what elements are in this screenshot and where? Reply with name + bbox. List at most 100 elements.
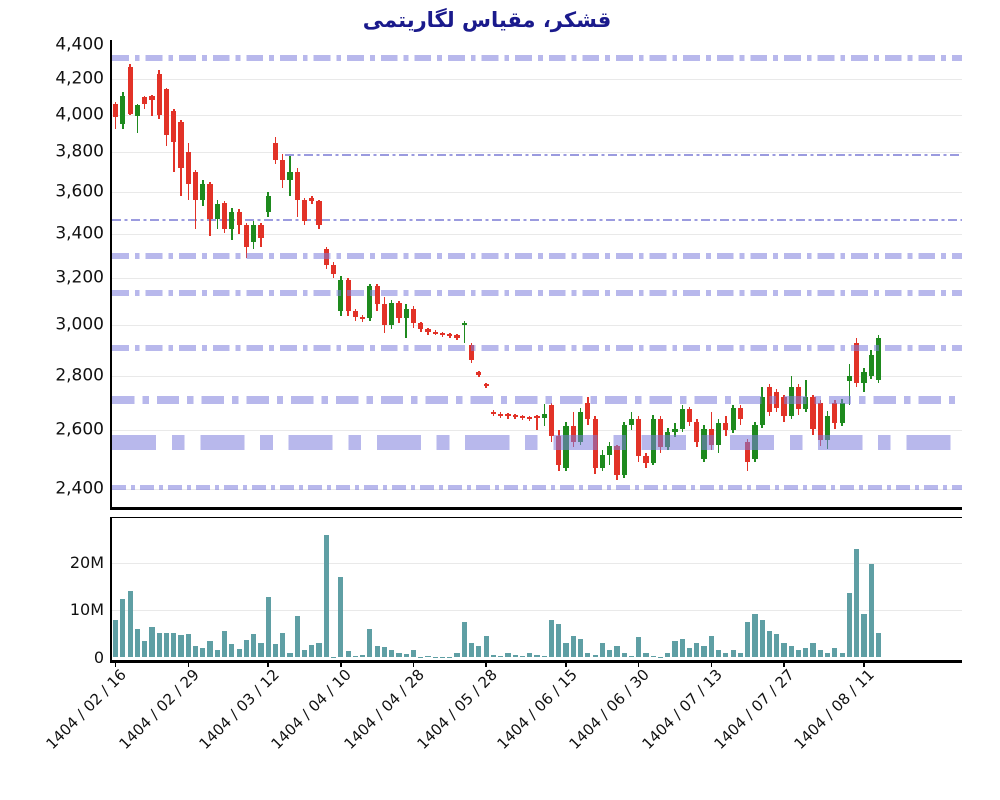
volume-bar <box>389 650 395 658</box>
volume-bar <box>505 652 511 658</box>
volume-bar <box>875 633 882 658</box>
volume-bar <box>708 636 714 658</box>
volume-bar <box>577 638 584 658</box>
candle-body <box>156 74 162 115</box>
price-gridline <box>112 376 962 377</box>
x-tick-mark <box>187 663 190 667</box>
volume-bar <box>214 650 220 658</box>
volume-bar <box>142 640 148 658</box>
volume-bar <box>265 597 271 658</box>
volume-bar <box>527 652 533 658</box>
volume-bar <box>723 652 729 658</box>
candle-body <box>548 405 555 436</box>
support-resistance-band <box>112 484 962 490</box>
volume-bottom-spine <box>109 660 962 663</box>
candle-body <box>512 414 518 417</box>
candle-body <box>854 342 860 383</box>
candle-body <box>200 183 206 200</box>
volume-bar <box>585 652 591 658</box>
volume-bar <box>766 631 773 658</box>
candle-body <box>694 421 700 442</box>
candle-body <box>214 204 220 219</box>
price-tick-label: 3,400 <box>55 223 104 244</box>
price-left-spine <box>109 40 112 510</box>
volume-bar <box>824 652 831 658</box>
candle-body <box>723 423 729 431</box>
candle-body <box>120 95 126 124</box>
candle-body <box>410 308 417 323</box>
candle-body <box>657 419 664 448</box>
x-tick-label: 1404 / 07 / 27 <box>710 665 799 753</box>
support-resistance-band <box>112 290 962 297</box>
volume-bar <box>149 626 155 658</box>
candle-body <box>817 402 823 441</box>
candle-body <box>461 322 467 326</box>
volume-tick-label: 0 <box>93 647 104 667</box>
candle-body <box>265 195 271 213</box>
volume-bar <box>737 652 743 658</box>
support-resistance-band <box>112 344 962 351</box>
volume-bar <box>330 656 337 658</box>
volume-bar <box>236 648 242 658</box>
candle-body <box>519 416 526 419</box>
candle-body <box>846 376 852 382</box>
volume-bar <box>280 632 286 658</box>
volume-bar <box>759 619 765 658</box>
volume-bar <box>817 650 823 658</box>
volume-bar <box>752 613 758 658</box>
volume-bar <box>251 633 257 658</box>
volume-bar <box>309 644 315 658</box>
price-tick-label: 3,200 <box>55 267 104 288</box>
x-tick-label: 1404 / 08 / 11 <box>790 665 879 753</box>
volume-bar <box>243 639 249 658</box>
candle-body <box>352 310 358 317</box>
candle-body <box>839 402 845 424</box>
candle-body <box>251 225 257 243</box>
volume-bar <box>846 592 852 658</box>
candle-body <box>243 225 249 247</box>
candle-body <box>381 303 388 326</box>
candle-body <box>570 426 576 442</box>
volume-bar <box>396 652 402 658</box>
price-tick-label: 2,800 <box>55 365 104 386</box>
volume-bar <box>113 619 119 658</box>
candle-body <box>178 121 184 168</box>
volume-bar <box>788 645 794 658</box>
price-tick-label: 2,400 <box>55 478 104 499</box>
volume-bar <box>694 643 700 658</box>
volume-bar <box>657 656 664 658</box>
candle-body <box>686 409 693 422</box>
reference-line <box>112 218 962 221</box>
x-tick-label: 1404 / 05 / 28 <box>413 665 501 753</box>
candle-body <box>142 97 148 104</box>
volume-bar <box>570 636 576 658</box>
price-tick-label: 4,200 <box>55 68 104 89</box>
volume-bar <box>614 645 620 658</box>
candle-body <box>447 334 453 337</box>
x-tick-mark <box>267 663 269 667</box>
x-tick-mark <box>637 663 640 667</box>
candle-body <box>483 383 489 386</box>
candle-body <box>534 416 540 419</box>
volume-bar <box>323 534 329 658</box>
volume-bar <box>287 652 293 658</box>
volume-bar <box>803 648 809 658</box>
candle-body <box>614 446 620 476</box>
volume-bar <box>628 656 635 658</box>
volume-bar <box>476 645 482 658</box>
volume-bar <box>483 636 489 658</box>
candle-wick <box>427 327 429 336</box>
candle-body <box>185 152 191 184</box>
volume-bar <box>272 644 279 658</box>
volume-bar <box>403 653 409 658</box>
candle-body <box>418 322 424 330</box>
price-tick-label: 3,000 <box>55 314 104 335</box>
volume-bar <box>418 656 424 658</box>
candle-body <box>498 413 504 416</box>
price-gridline <box>112 278 962 280</box>
volume-bar <box>730 650 736 658</box>
candle-body <box>716 423 722 445</box>
volume-bar <box>156 632 162 658</box>
price-gridline <box>112 78 962 80</box>
